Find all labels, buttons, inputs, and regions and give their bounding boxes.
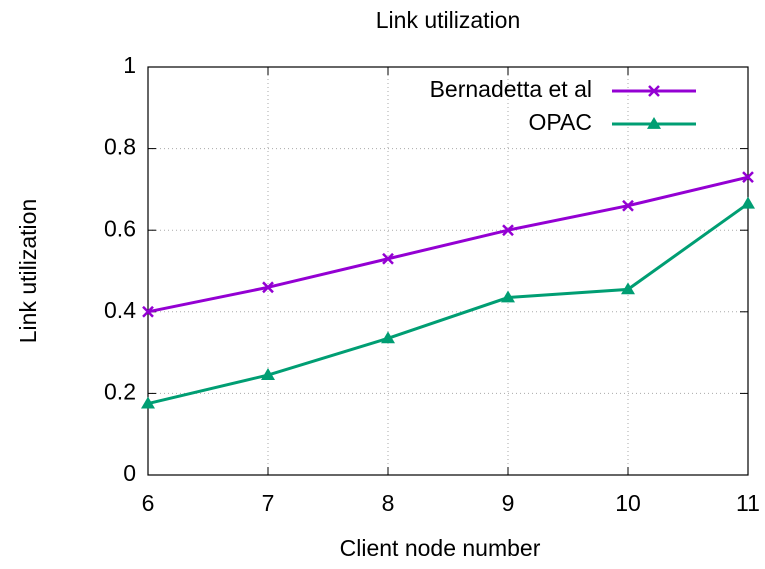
y-axis-label: Link utilization <box>15 199 41 343</box>
x-axis-label: Client node number <box>340 535 541 561</box>
marker <box>622 199 634 212</box>
marker <box>262 281 274 294</box>
legend-marker <box>648 85 660 97</box>
y-tick-label: 1 <box>123 52 136 78</box>
marker <box>141 396 155 409</box>
legend-label: Bernadetta et al <box>430 76 592 102</box>
x-tick-label: 10 <box>615 490 641 516</box>
series-line <box>147 175 749 314</box>
marker <box>382 252 394 265</box>
chart-title: Link utilization <box>376 7 520 33</box>
y-tick-label: 0.8 <box>104 134 136 160</box>
marker <box>502 224 514 237</box>
series-line <box>147 202 749 406</box>
marker <box>261 368 275 380</box>
marker <box>142 305 154 318</box>
marker <box>621 282 635 295</box>
x-tick-label: 6 <box>142 490 155 516</box>
plot-frame <box>147 66 749 476</box>
y-tick-label: 0.4 <box>104 297 136 323</box>
legend-label: OPAC <box>529 109 592 135</box>
x-tick-label: 7 <box>262 490 275 516</box>
marker <box>381 331 395 344</box>
y-tick-label: 0.6 <box>104 215 136 241</box>
legend-marker <box>647 117 661 129</box>
x-tick-label: 8 <box>382 490 395 516</box>
marker <box>501 290 515 303</box>
marker <box>742 171 754 184</box>
y-tick-label: 0.2 <box>104 378 136 404</box>
y-tick-label: 0 <box>123 460 136 486</box>
x-tick-label: 9 <box>502 490 515 516</box>
marker <box>741 196 755 209</box>
x-tick-label: 11 <box>736 490 760 516</box>
